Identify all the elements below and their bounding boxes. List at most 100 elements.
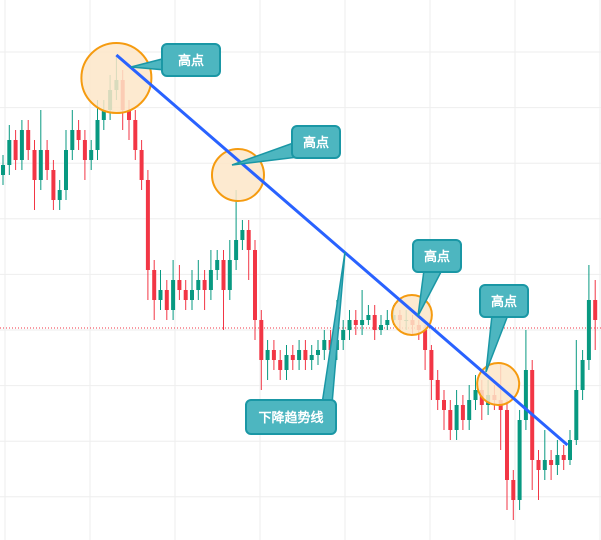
- candle: [196, 260, 201, 300]
- callout-box: [161, 43, 221, 77]
- candle-body: [38, 150, 43, 180]
- candle-body: [64, 150, 68, 190]
- candle-body: [542, 460, 547, 470]
- candle-body: [366, 315, 371, 320]
- candle: [360, 290, 365, 335]
- candle: [271, 340, 276, 370]
- candle: [246, 220, 251, 280]
- candle-body: [177, 280, 182, 290]
- candle-body: [574, 390, 579, 440]
- candle-body: [101, 110, 106, 120]
- candle-body: [240, 230, 245, 240]
- candle-body: [473, 390, 478, 400]
- candle-body: [523, 370, 528, 420]
- candle-body: [95, 120, 100, 150]
- candle: [89, 140, 94, 170]
- candle-body: [505, 410, 509, 480]
- candle: [190, 270, 194, 310]
- candle: [586, 265, 591, 370]
- downtrend-line: [115, 53, 569, 447]
- callout-label: 高点: [303, 135, 329, 151]
- candle: [366, 305, 371, 325]
- candle: [561, 445, 566, 470]
- candle-body: [89, 150, 94, 160]
- candle-body: [196, 280, 201, 290]
- candle: [259, 310, 264, 390]
- candle-body: [246, 230, 251, 250]
- callout-label: 高点: [424, 249, 450, 265]
- candle: [511, 470, 516, 520]
- candle-body: [265, 350, 270, 360]
- candle: [347, 310, 352, 340]
- candle-body: [1, 165, 5, 175]
- callout-high-point: 高点: [130, 43, 221, 77]
- candle: [70, 110, 75, 160]
- candle-body: [549, 460, 554, 465]
- candle-body: [183, 290, 188, 300]
- candle-body: [13, 140, 18, 160]
- candle-body: [303, 350, 308, 360]
- candle: [95, 100, 100, 160]
- candle-body: [586, 300, 591, 360]
- candle: [202, 270, 207, 310]
- callout-box: [412, 239, 462, 273]
- candle-body: [164, 290, 169, 310]
- candle: [177, 265, 182, 300]
- candle: [341, 320, 346, 350]
- candle: [253, 240, 257, 340]
- candle: [208, 250, 213, 300]
- candle: [51, 160, 56, 210]
- candle-body: [76, 130, 81, 140]
- candle: [278, 350, 283, 380]
- candle: [372, 305, 377, 340]
- candle: [580, 350, 585, 400]
- candles: [1, 55, 598, 520]
- candle-body: [171, 280, 176, 310]
- candle: [183, 280, 188, 310]
- candle-body: [26, 130, 31, 150]
- candle-body: [215, 260, 220, 270]
- candle: [316, 340, 320, 365]
- candle: [38, 110, 43, 190]
- candle: [76, 120, 81, 150]
- candle-body: [360, 320, 365, 325]
- candle-body: [227, 260, 232, 290]
- candle: [1, 155, 5, 185]
- candle-body: [51, 170, 56, 200]
- candle-body: [202, 280, 207, 290]
- candle-body: [234, 240, 239, 260]
- candle-body: [57, 190, 62, 200]
- candle-body: [309, 355, 314, 360]
- candle-body: [7, 140, 12, 165]
- candle: [139, 140, 144, 190]
- candle-body: [467, 400, 472, 420]
- candle-body: [271, 350, 276, 360]
- candle: [227, 240, 232, 300]
- candle: [454, 390, 459, 440]
- candle: [435, 370, 440, 410]
- candle-body: [511, 480, 516, 500]
- candle: [221, 250, 226, 330]
- candle-body: [152, 270, 157, 300]
- candle-body: [208, 270, 213, 290]
- candle: [145, 170, 150, 300]
- callout-box: [245, 399, 337, 435]
- candle: [542, 430, 547, 480]
- candle: [536, 450, 541, 500]
- callout-label: 下降趋势线: [258, 410, 323, 426]
- candle-body: [253, 250, 257, 320]
- candle-body: [145, 180, 150, 270]
- candle-body: [82, 140, 87, 160]
- candle-body: [517, 420, 522, 500]
- candle-body: [158, 290, 163, 300]
- callout-box: [291, 125, 341, 159]
- candle: [460, 395, 465, 430]
- candle-body: [19, 130, 24, 160]
- candle: [171, 260, 176, 320]
- candle-body: [580, 360, 585, 390]
- candle-body: [347, 320, 352, 330]
- candle-body: [32, 150, 37, 180]
- candle-body: [372, 315, 377, 330]
- candle-body: [190, 290, 194, 300]
